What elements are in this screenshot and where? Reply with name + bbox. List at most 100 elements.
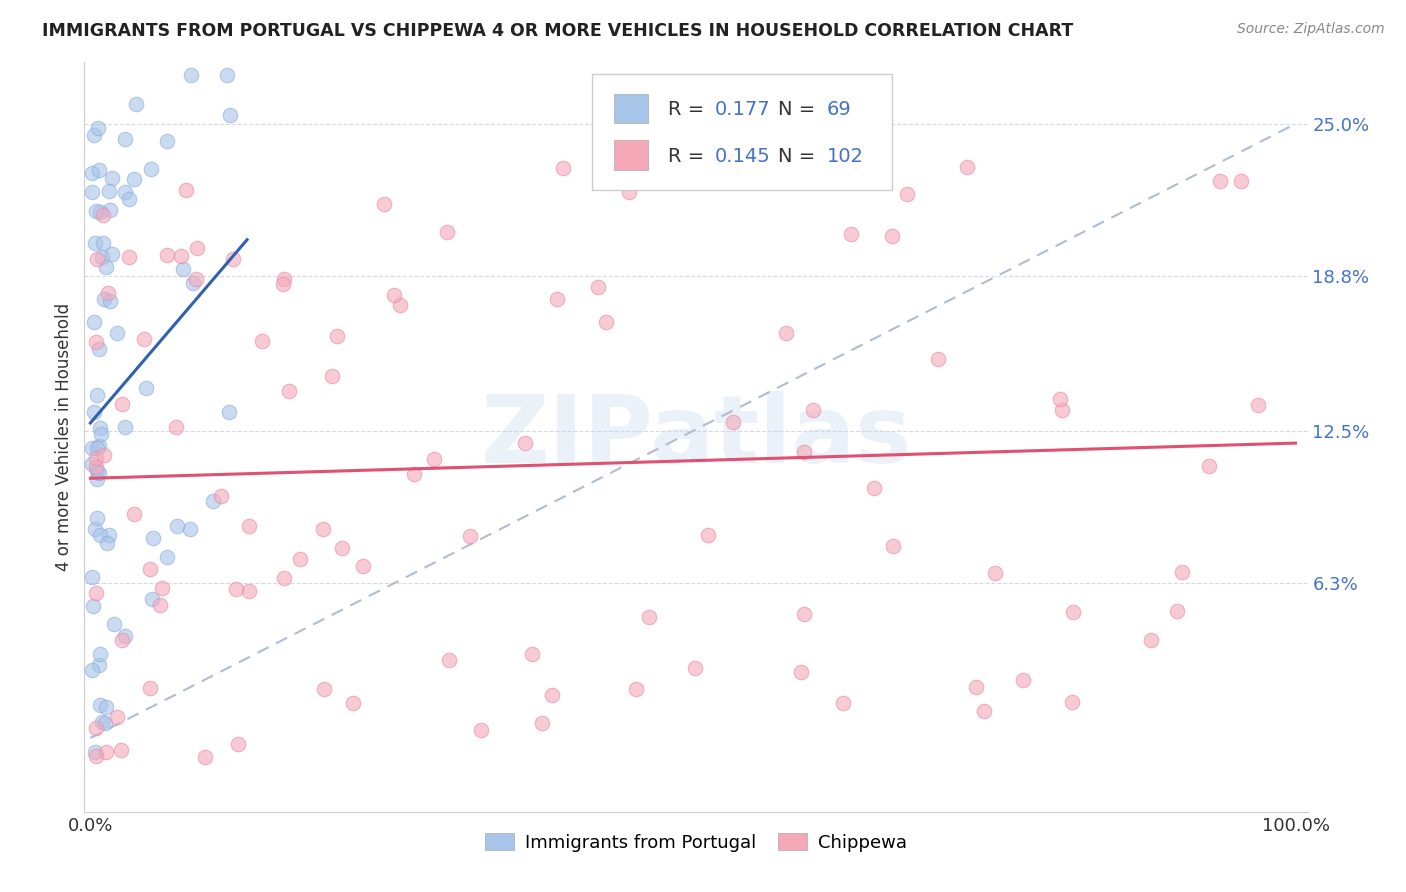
Point [122,507,145,521]
Point [82,569,104,583]
Point [801,403,824,417]
Point [135,381,157,395]
Point [775,326,797,340]
Point [86,721,108,735]
Point [973,704,995,718]
Text: IMMIGRANTS FROM PORTUGAL VS CHIPPEWA 4 OR MORE VEHICLES IN HOUSEHOLD CORRELATION: IMMIGRANTS FROM PORTUGAL VS CHIPPEWA 4 O… [42,22,1073,40]
Point [250,334,273,349]
Point [186,241,208,255]
Point [132,331,155,345]
Point [97,184,120,198]
Point [226,737,249,751]
Point [96,260,118,275]
Point [100,246,122,260]
Point [697,527,720,541]
Text: N =: N = [778,146,821,166]
Point [172,261,194,276]
Point [91,208,114,222]
Point [217,68,239,82]
Point [105,710,128,724]
FancyBboxPatch shape [614,94,648,123]
Legend: Immigrants from Portugal, Chippewa: Immigrants from Portugal, Chippewa [478,826,914,859]
Point [179,522,201,536]
Point [87,658,110,673]
Point [706,162,728,177]
Point [111,396,134,410]
Point [965,680,987,694]
Point [138,681,160,695]
Point [94,715,117,730]
Point [180,68,202,82]
Point [83,128,105,142]
Point [114,185,136,199]
Text: 102: 102 [827,146,863,166]
Point [174,183,197,197]
Point [93,448,115,462]
Point [86,464,108,478]
Point [101,170,124,185]
Point [1247,399,1270,413]
Point [149,599,172,613]
Point [83,315,105,329]
Point [194,750,217,764]
Point [218,404,240,418]
Point [1139,632,1161,647]
Point [513,436,536,450]
Point [80,165,103,179]
Point [138,562,160,576]
Point [1062,605,1084,619]
Point [238,584,260,599]
Point [288,552,311,566]
Point [118,250,141,264]
Point [617,185,640,199]
Point [470,723,492,737]
Point [202,493,225,508]
Point [1166,603,1188,617]
Point [89,421,111,435]
Point [321,368,343,383]
Point [86,472,108,486]
Point [541,688,564,702]
Point [790,665,813,679]
Point [90,426,112,441]
Point [156,134,179,148]
Point [373,197,395,211]
Point [184,272,207,286]
Point [94,745,117,759]
Point [219,108,242,122]
Point [84,235,107,250]
Point [209,488,232,502]
Point [90,250,112,264]
Point [278,384,301,399]
Point [1198,459,1220,474]
Text: Source: ZipAtlas.com: Source: ZipAtlas.com [1237,22,1385,37]
Point [221,252,243,266]
Text: R =: R = [668,100,710,120]
Point [551,161,574,175]
Point [546,292,568,306]
Point [87,439,110,453]
Point [103,617,125,632]
Point [638,609,661,624]
Point [165,420,187,434]
Point [83,405,105,419]
Point [1171,565,1194,579]
Point [141,592,163,607]
Point [460,528,482,542]
Point [114,629,136,643]
Point [142,531,165,545]
Text: N =: N = [778,100,821,120]
Point [80,441,103,455]
Point [183,277,205,291]
Point [352,559,374,574]
Point [86,459,108,474]
Point [831,696,853,710]
Point [125,96,148,111]
Point [84,745,107,759]
Point [86,388,108,402]
FancyBboxPatch shape [614,140,648,169]
Point [80,663,103,677]
Point [89,647,111,661]
Point [150,581,173,595]
Point [595,315,617,329]
